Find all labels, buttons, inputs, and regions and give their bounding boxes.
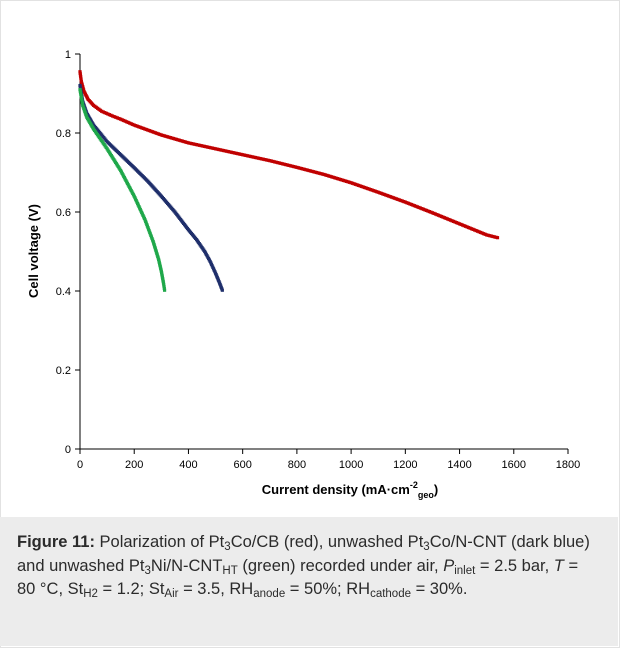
data-point <box>79 75 83 79</box>
data-point <box>81 84 85 89</box>
x-tick-label: 1200 <box>393 459 417 471</box>
data-point <box>162 288 167 292</box>
data-point <box>79 78 83 82</box>
x-axis-ticks: 0 200 400 600 800 1000 1200 1400 1600 1800 <box>77 449 580 471</box>
caption-text-4: Ni/N-CNT <box>150 556 223 575</box>
caption-sub-9: cathode <box>370 588 411 600</box>
data-point <box>80 81 84 85</box>
caption-text-10: = 50%; RH <box>285 580 371 598</box>
series-layer <box>78 70 500 292</box>
caption-text-2: Co/CB (red), unwashed Pt <box>230 533 424 551</box>
x-tick-label: 1400 <box>447 459 471 471</box>
y-axis-title: Cell voltage (V) <box>26 204 41 298</box>
data-point <box>162 285 166 289</box>
caption-p-letter: P <box>443 556 455 575</box>
caption-sub-2: 3 <box>423 541 430 553</box>
caption-t-letter: T <box>553 556 564 575</box>
caption-text-11: = 30%. <box>411 580 468 598</box>
caption-text-9: = 3.5, RH <box>178 580 254 598</box>
y-tick-label: 0.8 <box>56 128 71 140</box>
data-point <box>78 70 82 74</box>
data-point <box>78 71 82 76</box>
x-axis-title: Current density (mA·cm-2geo) <box>262 480 438 500</box>
x-tick-label: 800 <box>288 459 306 471</box>
caption-sub-8: anode <box>253 588 286 600</box>
caption-sub-4: HT <box>222 564 238 577</box>
data-point <box>112 115 116 119</box>
y-axis-ticks: 0 0.2 0.4 0.6 0.8 1 <box>56 49 80 456</box>
data-point <box>79 76 83 80</box>
series-1 <box>78 84 224 292</box>
data-point <box>79 80 83 84</box>
y-tick-label: 1 <box>65 49 71 61</box>
data-point <box>80 83 84 87</box>
caption-text-7: = 80 °C, St <box>17 556 579 599</box>
y-tick-label: 0 <box>65 444 71 456</box>
polarization-chart: 0 0.2 0.4 0.6 0.8 1 0 200 400 600 800 1000 1200 1400… <box>26 49 580 500</box>
caption-sub-7: Air <box>164 588 179 600</box>
caption-sub-6: H2 <box>83 588 98 600</box>
figure-caption: Figure 11: Polarization of Pt3Co/CB (red… <box>0 517 618 646</box>
caption-sub-1: 3 <box>224 541 231 553</box>
data-point <box>162 283 166 287</box>
caption-sub-3: 3 <box>144 564 151 577</box>
data-point <box>161 281 166 285</box>
x-tick-label: 1800 <box>556 459 580 471</box>
x-axis-title-sup: -2 <box>410 480 418 490</box>
x-tick-label: 1600 <box>502 459 526 471</box>
data-point <box>114 115 118 119</box>
y-tick-label: 0.4 <box>56 286 71 298</box>
x-tick-label: 600 <box>233 459 251 471</box>
x-tick-label: 200 <box>125 459 143 471</box>
data-point <box>117 116 121 121</box>
data-point <box>81 86 85 90</box>
figure-label: Figure 11: <box>17 533 95 551</box>
y-tick-label: 0.6 <box>56 207 71 219</box>
data-point <box>82 88 86 92</box>
caption-text-1: Polarization of Pt <box>94 533 225 551</box>
x-tick-label: 0 <box>77 459 83 471</box>
x-tick-label: 1000 <box>339 459 363 471</box>
caption-sub-5: inlet <box>454 564 476 577</box>
data-point <box>115 116 120 120</box>
data-point <box>220 288 224 292</box>
x-axis-title-main: Current density (mA·cm <box>262 482 410 497</box>
caption-text-3: Co/N-CNT (dark blue) and unwashed Pt <box>17 533 590 575</box>
data-point <box>495 236 500 240</box>
x-axis-title-close: ) <box>434 482 438 497</box>
data-point <box>110 114 115 118</box>
x-tick-label: 400 <box>179 459 197 471</box>
data-point <box>162 286 166 291</box>
data-point <box>78 73 83 77</box>
y-tick-label: 0.2 <box>56 365 71 377</box>
series-2 <box>78 87 167 292</box>
series-0 <box>78 70 500 240</box>
x-axis-title-sub: geo <box>418 490 435 500</box>
caption-text-6: = 2.5 bar, <box>475 556 554 575</box>
chart-axes <box>79 54 568 450</box>
caption-text-5: (green) recorded under air, <box>237 556 444 575</box>
caption-text-8: = 1.2; St <box>97 580 165 598</box>
